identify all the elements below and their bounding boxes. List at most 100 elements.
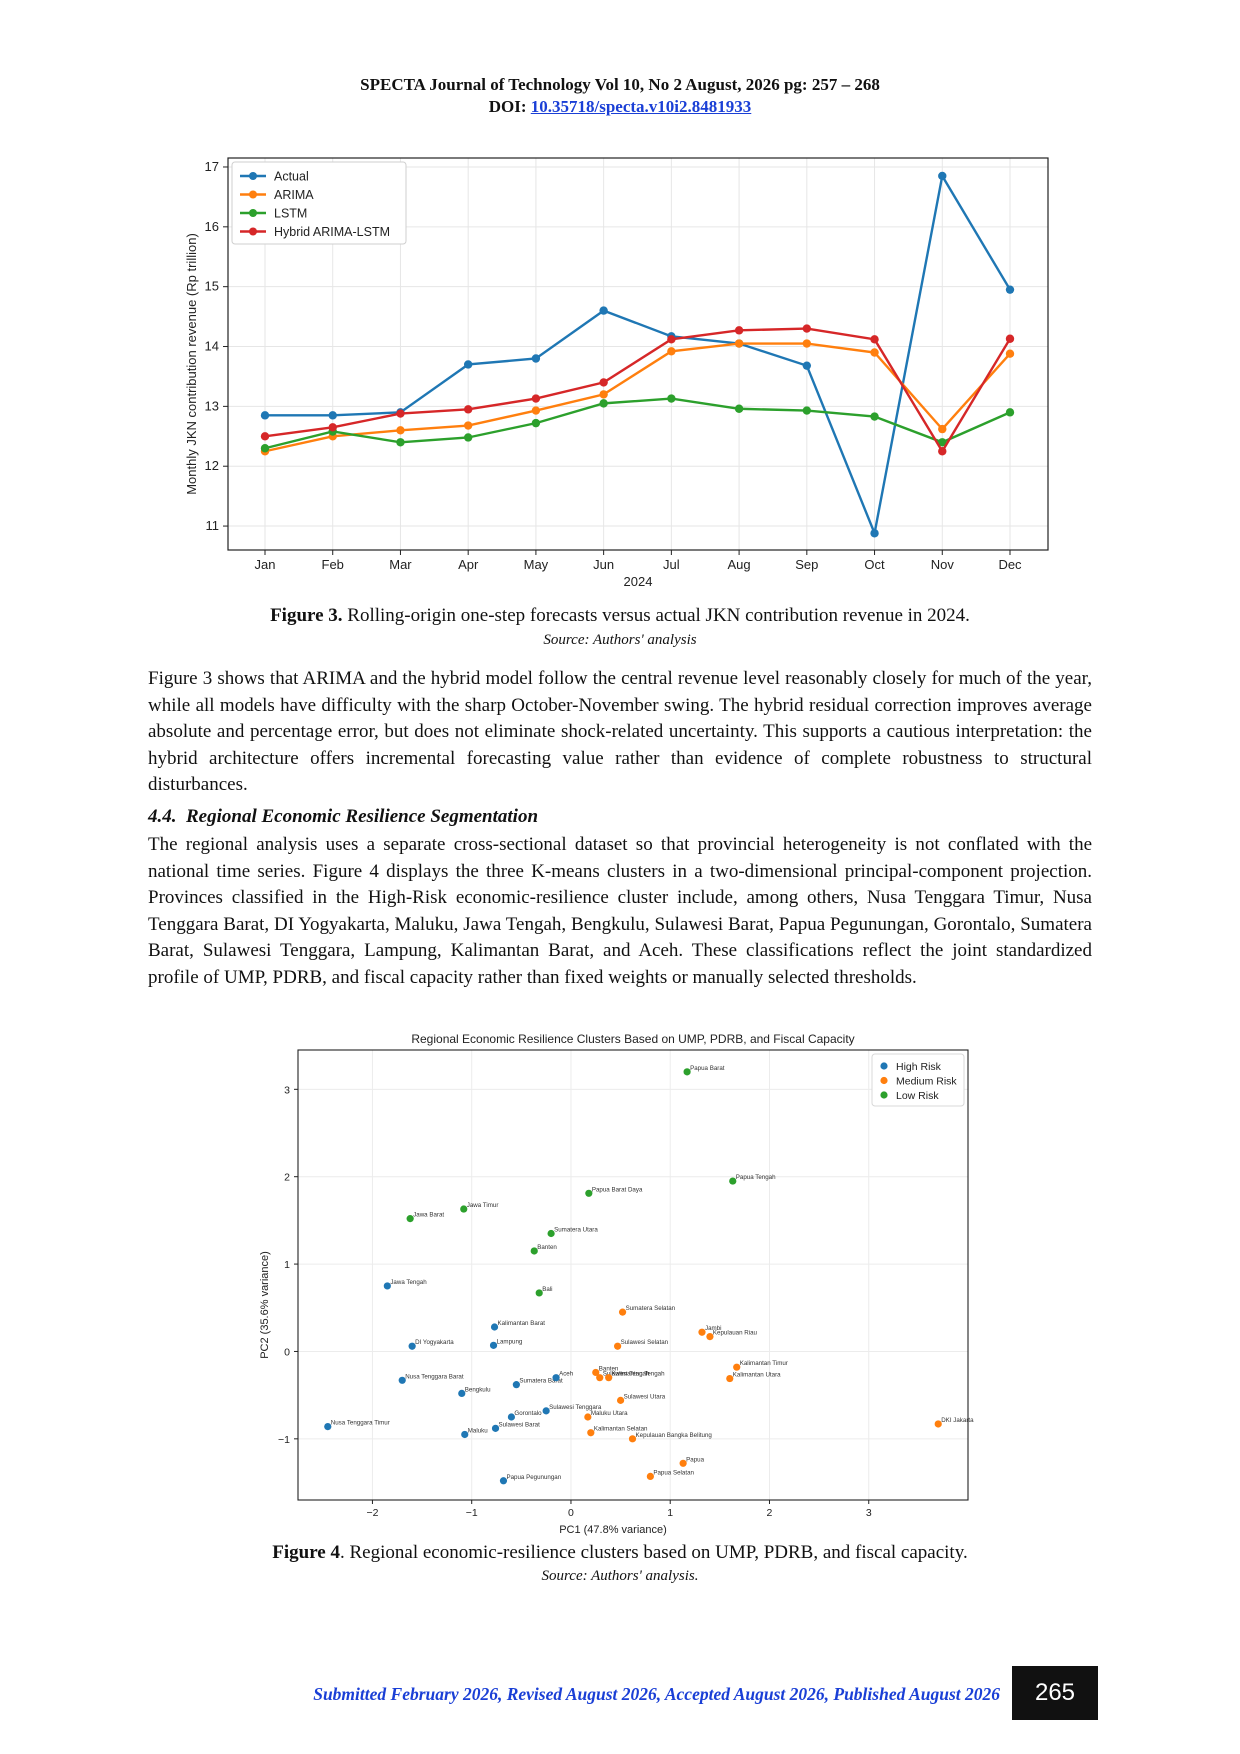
y-tick-label: 1	[284, 1259, 290, 1271]
data-point-actual	[938, 171, 947, 181]
point-label: Jawa Tengah	[390, 1279, 427, 1286]
legend-label: Hybrid ARIMA-LSTM	[274, 225, 390, 239]
point-high-risk	[408, 1342, 416, 1350]
legend-label: Medium Risk	[896, 1076, 957, 1088]
point-medium-risk	[616, 1396, 625, 1404]
point-label: Sulawesi Selatan	[621, 1339, 669, 1346]
data-point-lstm	[599, 399, 608, 408]
data-point-hybrid-arima-lstm	[599, 378, 608, 387]
point-low-risk	[585, 1189, 593, 1197]
point-medium-risk	[646, 1472, 654, 1481]
figure-4-caption: Figure 4. Regional economic-resilience c…	[0, 1542, 1240, 1564]
point-label: Kalimantan Selatan	[594, 1426, 648, 1433]
page-number: 265	[1012, 1666, 1098, 1720]
point-high-risk	[489, 1341, 498, 1349]
series-line-hybrid-arima-lstm	[264, 327, 1012, 454]
point-label: Sumatera Barat	[519, 1378, 563, 1385]
point-label: Sulawesi Utara	[624, 1393, 666, 1400]
point-label: Jawa Barat	[413, 1212, 444, 1219]
series-line-lstm	[264, 397, 1011, 450]
point-label: Kalimantan Timur	[740, 1360, 788, 1367]
plot-frame	[297, 1049, 969, 1501]
x-tick-label: Mar	[389, 557, 412, 572]
y-tick-label: 15	[205, 279, 219, 294]
x-tick-label: Jan	[255, 557, 276, 572]
journal-line: SPECTA Journal of Technology Vol 10, No …	[360, 75, 880, 94]
point-label: Sulawesi Tengah	[603, 1371, 650, 1378]
point-label: Kepulauan Bangka Belitung	[636, 1432, 713, 1439]
legend-label: ARIMA	[274, 188, 314, 202]
data-point-arima	[802, 339, 812, 348]
data-point-actual	[1005, 285, 1015, 294]
data-point-hybrid-arima-lstm	[870, 335, 879, 344]
page-header: SPECTA Journal of Technology Vol 10, No …	[0, 74, 1240, 118]
data-point-arima	[396, 426, 405, 435]
point-high-risk	[552, 1374, 560, 1382]
point-label: Jawa Timur	[467, 1202, 499, 1209]
data-point-hybrid-arima-lstm	[328, 423, 337, 432]
point-low-risk	[460, 1205, 468, 1213]
point-label: Lampung	[497, 1338, 523, 1345]
point-label: Banten	[599, 1365, 619, 1372]
data-point-lstm	[396, 438, 405, 447]
point-high-risk	[383, 1282, 391, 1290]
plot-frame	[227, 157, 1049, 551]
x-axis-label: PC1 (47.8% variance)	[559, 1524, 667, 1536]
legend-label: Actual	[274, 170, 309, 184]
point-label: Papua Barat Daya	[592, 1186, 643, 1193]
data-point-actual	[463, 360, 473, 369]
x-tick-label: Apr	[458, 557, 479, 572]
y-tick-label: 11	[206, 518, 220, 533]
figure-3-caption: Figure 3. Rolling-origin one-step foreca…	[0, 605, 1240, 627]
y-tick-label: 2	[284, 1172, 290, 1184]
data-point-hybrid-arima-lstm	[531, 394, 541, 403]
point-high-risk	[461, 1430, 469, 1439]
legend-marker	[249, 227, 257, 236]
data-point-arima	[1005, 349, 1015, 358]
point-label: Kalimantan Barat	[498, 1320, 546, 1327]
data-point-arima	[870, 348, 879, 357]
legend-marker	[880, 1076, 888, 1085]
point-high-risk	[324, 1423, 332, 1431]
figure-3-source: Source: Authors' analysis	[543, 632, 697, 648]
point-high-risk	[512, 1381, 520, 1389]
point-label: Papua Barat	[690, 1065, 725, 1072]
legend-marker	[880, 1062, 888, 1070]
figure-4-caption-label: Figure 4	[272, 1542, 340, 1563]
point-medium-risk	[698, 1328, 706, 1336]
data-point-hybrid-arima-lstm	[260, 432, 270, 441]
data-point-actual	[328, 411, 337, 420]
data-point-hybrid-arima-lstm	[396, 409, 405, 418]
legend-marker	[249, 209, 257, 217]
data-point-actual	[599, 306, 608, 315]
y-tick-label: 13	[205, 398, 219, 413]
point-high-risk	[507, 1413, 516, 1421]
x-tick-label: Jun	[593, 557, 614, 572]
point-medium-risk	[587, 1429, 595, 1437]
point-label: Papua Pegunungan	[506, 1474, 561, 1481]
section-number: 4.4.	[148, 806, 177, 827]
section-title: Regional Economic Resilience Segmentatio…	[186, 806, 539, 827]
point-label: Sulawesi Tenggara	[549, 1404, 602, 1411]
data-point-lstm	[667, 394, 676, 403]
x-axis-label: 2024	[624, 574, 653, 589]
data-point-lstm	[531, 418, 541, 428]
data-point-actual	[802, 361, 812, 370]
x-tick-label: Aug	[728, 557, 751, 572]
x-tick-label: 0	[568, 1507, 574, 1519]
data-point-lstm	[938, 438, 947, 447]
data-point-actual	[260, 411, 270, 420]
doi-link[interactable]: 10.35718/specta.v10i2.8481933	[530, 97, 752, 116]
point-label: DI Yogyakarta	[415, 1339, 454, 1346]
point-high-risk	[398, 1376, 406, 1384]
x-tick-label: Feb	[322, 557, 344, 572]
point-medium-risk	[605, 1374, 613, 1382]
legend-label: Low Risk	[896, 1090, 939, 1102]
x-tick-label: Dec	[998, 557, 1022, 572]
point-medium-risk	[733, 1363, 741, 1371]
point-low-risk	[547, 1229, 555, 1238]
point-medium-risk	[726, 1374, 734, 1383]
legend-marker	[249, 172, 257, 180]
chart-title: Regional Economic Resilience Clusters Ba…	[411, 1032, 854, 1046]
point-label: Kepulauan Riau	[713, 1330, 758, 1337]
